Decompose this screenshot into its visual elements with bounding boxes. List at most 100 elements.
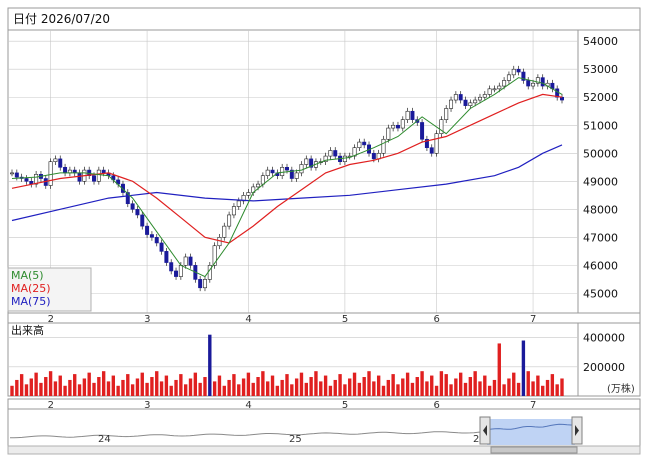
candle [453,91,458,104]
candle-body [410,110,415,120]
volume-unit: (万株) [607,382,635,395]
volume-bar [405,372,410,396]
volume-bar [396,384,400,396]
volume-bar [159,381,164,396]
candle [125,189,130,208]
candle-body [453,94,458,101]
candle-body [521,71,526,81]
volume-tick-label: 200000 [583,361,625,374]
volume-bar [29,378,33,396]
candle [487,85,492,98]
volume-bar [550,374,555,396]
navigator-overview-line [9,431,487,439]
candle-body [53,158,58,162]
volume-bar [338,374,342,396]
volume-bar [261,371,265,396]
candle [526,77,531,90]
ma25-line [11,93,563,244]
month-tick-label: 3 [144,314,150,325]
candle [289,166,294,182]
candle [521,68,526,84]
volume-bar [516,382,521,396]
candle [540,74,545,90]
month-tick-label: 4 [245,400,251,411]
price-tick-label: 46000 [583,259,618,272]
candle [159,239,164,255]
candle [391,121,396,132]
ma5-line [11,77,563,278]
candle-body [135,209,140,216]
candle [294,169,299,182]
volume-bar [560,378,564,396]
candle-body [444,108,449,120]
price-tick-label: 47000 [583,231,618,244]
candle-body [386,127,391,140]
candle-body [449,99,454,109]
volume-bar [116,385,120,396]
volume-bar [526,371,530,396]
candle-body [309,158,314,168]
candle [174,267,179,280]
volume-bar [487,385,492,396]
volume-bar [348,378,352,396]
candle [188,253,193,269]
candle-body [333,150,338,157]
candle-body [231,206,236,216]
volume-bar [386,379,391,396]
navigator-right-handle[interactable] [571,416,583,445]
candle [516,65,521,76]
candle [560,93,564,104]
volume-bar [183,384,188,396]
candle [202,276,207,292]
candle-body [246,192,251,196]
candle [405,107,410,124]
volume-bar [319,381,323,396]
chevron-right-icon [575,425,579,436]
candle [222,222,227,241]
navigator-scrollbar-track[interactable] [7,445,641,455]
volume-bar [145,382,149,396]
candle-body [405,110,410,120]
candle [231,203,236,219]
volume-bar [343,384,347,396]
candle [198,276,203,292]
candle [410,107,415,124]
candle-body [145,225,150,235]
candle [395,121,400,132]
volume-bar [92,382,96,396]
volume-bar [401,378,405,396]
candle-body [48,161,53,186]
candle [473,96,478,107]
candle [511,65,516,79]
volume-bar [101,371,106,396]
volume-bar [135,378,140,396]
volume-bar [44,377,48,396]
navigator-scrollbar-thumb[interactable] [490,446,578,454]
volume-bar [507,378,511,396]
candle-body [492,88,497,91]
volume-bar [449,384,453,396]
price-tick-label: 48000 [583,203,618,216]
candle-body [560,96,564,101]
volume-bar [410,382,415,396]
candle-body [420,122,425,140]
month-tick-label: 2 [48,400,54,411]
volume-bar [415,377,419,396]
candle-body [222,225,227,238]
volume-bar [362,377,366,396]
navigator-selection[interactable] [487,419,575,445]
candle-body [164,251,169,263]
volume-bar [434,385,439,396]
volume-y-axis: 200000 400000 [583,332,625,374]
candle [212,242,217,269]
candle-body [540,77,545,87]
navigator-left-handle[interactable] [479,416,491,445]
candle [265,166,270,180]
volume-bar [237,384,241,396]
volume-bar [304,382,308,396]
volume-bar [63,385,67,396]
candle [429,144,434,157]
candle-body [526,80,531,87]
volume-bar [212,381,217,396]
